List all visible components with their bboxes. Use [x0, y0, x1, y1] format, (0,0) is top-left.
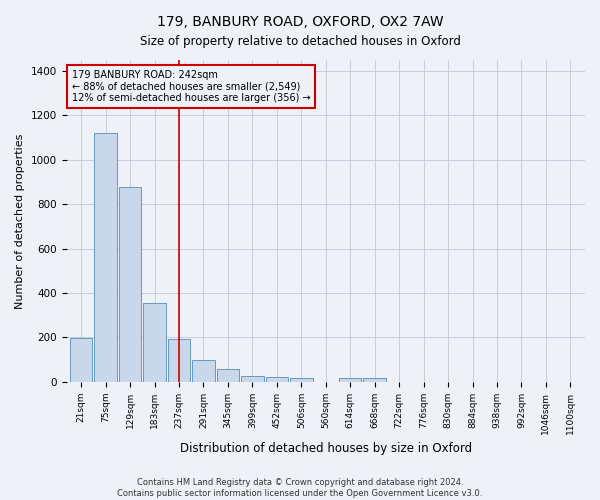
X-axis label: Distribution of detached houses by size in Oxford: Distribution of detached houses by size …: [180, 442, 472, 455]
Bar: [290, 378, 313, 382]
Bar: [241, 376, 263, 382]
Text: Size of property relative to detached houses in Oxford: Size of property relative to detached ho…: [140, 35, 460, 48]
Bar: [339, 378, 361, 382]
Bar: [94, 133, 117, 382]
Text: 179 BANBURY ROAD: 242sqm
← 88% of detached houses are smaller (2,549)
12% of sem: 179 BANBURY ROAD: 242sqm ← 88% of detach…: [72, 70, 310, 103]
Bar: [364, 378, 386, 382]
Text: Contains HM Land Registry data © Crown copyright and database right 2024.
Contai: Contains HM Land Registry data © Crown c…: [118, 478, 482, 498]
Bar: [168, 338, 190, 382]
Y-axis label: Number of detached properties: Number of detached properties: [15, 133, 25, 308]
Bar: [266, 378, 288, 382]
Text: 179, BANBURY ROAD, OXFORD, OX2 7AW: 179, BANBURY ROAD, OXFORD, OX2 7AW: [157, 15, 443, 29]
Bar: [217, 369, 239, 382]
Bar: [143, 303, 166, 382]
Bar: [192, 360, 215, 382]
Bar: [119, 186, 142, 382]
Bar: [70, 338, 92, 382]
